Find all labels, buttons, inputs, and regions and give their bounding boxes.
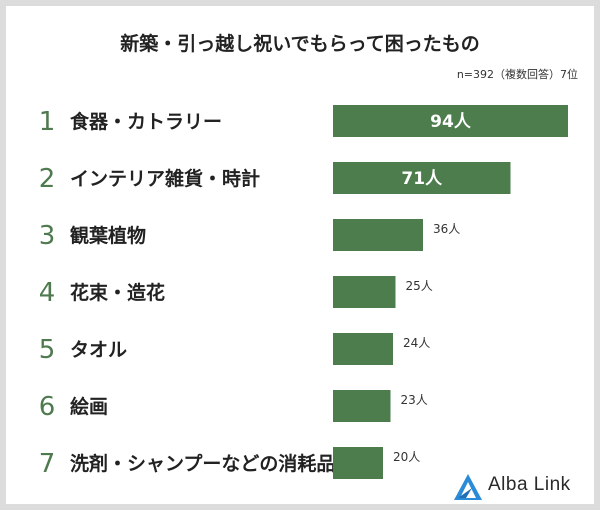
rank-label: 6 xyxy=(39,392,56,422)
bar xyxy=(333,219,423,251)
rank-label: 5 xyxy=(39,335,56,365)
value-label: 71人 xyxy=(401,169,443,189)
category-label: 花束・造花 xyxy=(70,281,165,304)
rank-label: 2 xyxy=(39,164,56,194)
category-label: 観葉植物 xyxy=(70,224,146,247)
brand-name: Alba Link xyxy=(488,474,571,495)
rank-label: 1 xyxy=(39,107,56,137)
value-label: 24人 xyxy=(403,336,430,350)
category-label: インテリア雑貨・時計 xyxy=(70,167,260,190)
bar xyxy=(333,390,391,422)
category-label: タオル xyxy=(70,339,127,361)
rank-label: 3 xyxy=(39,221,56,251)
bar xyxy=(333,105,568,137)
value-label: 36人 xyxy=(433,222,460,236)
alba-link-logo-icon xyxy=(454,474,482,500)
bar xyxy=(333,162,511,194)
rank-label: 4 xyxy=(39,278,56,308)
category-label: 絵画 xyxy=(70,395,108,418)
bar xyxy=(333,276,396,308)
category-label: 食器・カトラリー xyxy=(70,110,222,133)
value-label: 94人 xyxy=(430,112,472,132)
value-label: 23人 xyxy=(401,393,428,407)
value-label: 25人 xyxy=(406,279,433,293)
bar xyxy=(333,447,383,479)
chart-title: 新築・引っ越し祝いでもらって困ったもの xyxy=(120,33,480,55)
value-label: 20人 xyxy=(393,450,420,464)
alba-link-logo: Alba Link xyxy=(452,468,592,502)
rank-label: 7 xyxy=(39,449,56,479)
bar xyxy=(333,333,393,365)
category-label: 洗剤・シャンプーなどの消耗品 xyxy=(70,452,335,475)
chart-note: n=392（複数回答）7位 xyxy=(456,68,578,81)
